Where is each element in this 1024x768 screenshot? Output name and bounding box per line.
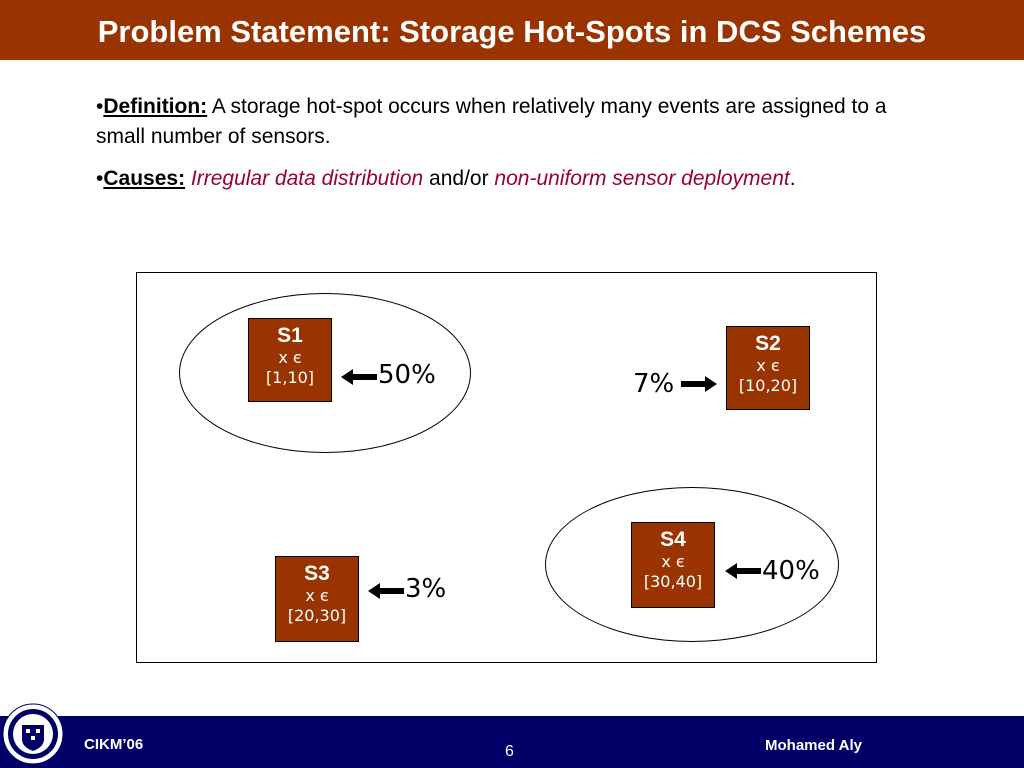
sensor-name: S4 xyxy=(660,528,686,551)
footer-author: Mohamed Aly xyxy=(765,737,862,754)
definition-text: A storage hot-spot occurs when relativel… xyxy=(96,95,887,148)
sensor-diagram: S1 x є [1,10] 50% S2 x є [10,20] 7% S3 x… xyxy=(136,272,877,663)
bullet-marker: • xyxy=(96,95,104,118)
percent-s2: 7% xyxy=(633,369,675,399)
sensor-s3: S3 x є [20,30] xyxy=(275,556,359,642)
causes-text-3: . xyxy=(789,167,796,190)
hotspot-ellipse-s4 xyxy=(545,487,839,642)
university-seal-icon xyxy=(2,703,64,765)
sensor-name: S1 xyxy=(277,324,303,347)
causes-text-2: and/or xyxy=(423,167,495,190)
footer-conference: CIKM’06 xyxy=(84,736,144,753)
bullet-causes: •Causes: Irregular data distribution and… xyxy=(96,164,926,194)
sensor-range: [30,40] xyxy=(643,572,703,591)
sensor-s4: S4 x є [30,40] xyxy=(631,522,715,608)
causes-italic-1: Irregular data distribution xyxy=(190,167,424,190)
causes-italic-2: non-uniform sensor deployment xyxy=(494,167,790,190)
hotspot-ellipse-s1 xyxy=(179,293,471,453)
bullet-list: •Definition: A storage hot-spot occurs w… xyxy=(96,92,926,206)
causes-label: Causes: xyxy=(103,167,186,190)
sensor-range: [10,20] xyxy=(738,376,798,395)
sensor-s1: S1 x є [1,10] xyxy=(248,318,332,402)
bullet-marker: • xyxy=(96,167,104,190)
definition-label: Definition: xyxy=(103,95,208,118)
sensor-name: S2 xyxy=(755,332,781,355)
sensor-s2: S2 x є [10,20] xyxy=(726,326,810,410)
sensor-condition: x є xyxy=(305,586,329,605)
footer-page-number: 6 xyxy=(505,743,514,760)
percent-s1: 50% xyxy=(378,360,436,390)
arrow-icon xyxy=(681,376,717,392)
sensor-condition: x є xyxy=(756,356,780,375)
sensor-range: [1,10] xyxy=(265,368,315,387)
percent-s3: 3% xyxy=(405,574,447,604)
percent-s4: 40% xyxy=(762,556,820,586)
sensor-range: [20,30] xyxy=(287,606,347,625)
title-bar xyxy=(0,0,1024,60)
arrow-icon xyxy=(725,563,761,579)
sensor-condition: x є xyxy=(278,348,302,367)
sensor-name: S3 xyxy=(304,562,330,585)
bullet-definition: •Definition: A storage hot-spot occurs w… xyxy=(96,92,926,152)
footer-bar xyxy=(0,716,1024,768)
arrow-icon xyxy=(368,583,404,599)
sensor-condition: x є xyxy=(661,552,685,571)
arrow-icon xyxy=(341,369,377,385)
slide-title: Problem Statement: Storage Hot-Spots in … xyxy=(97,14,927,49)
